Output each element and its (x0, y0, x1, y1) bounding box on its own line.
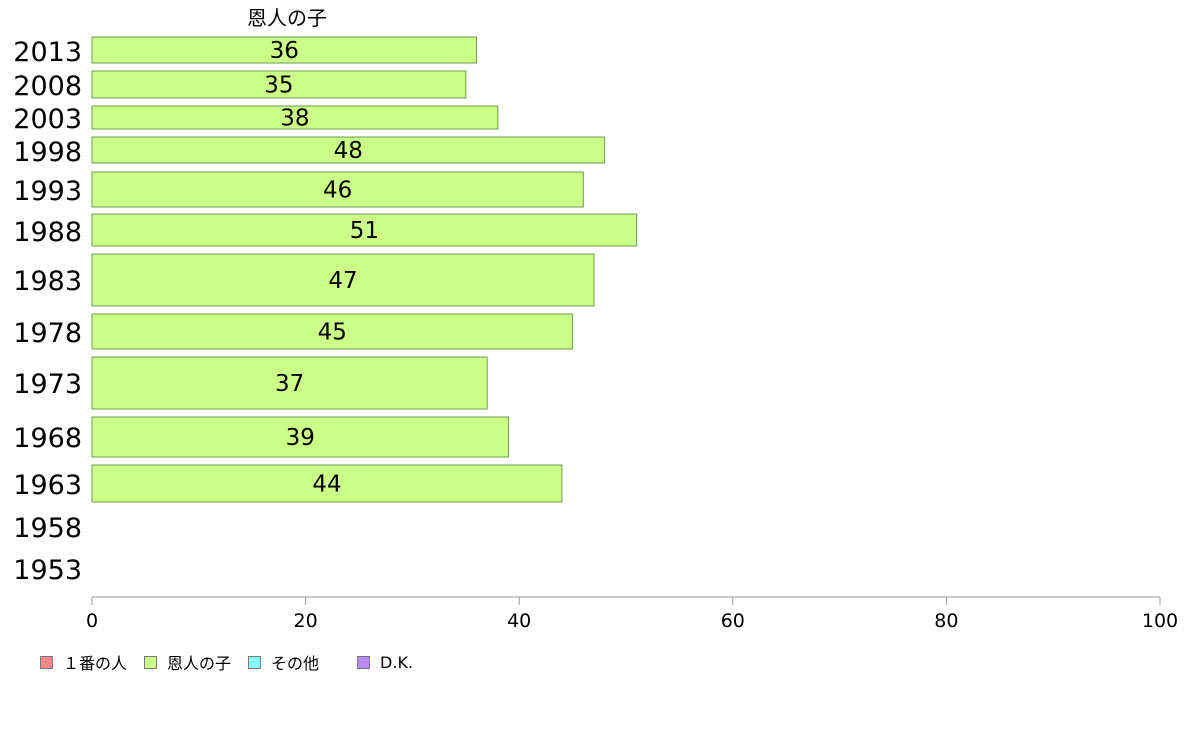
x-tick-label: 60 (721, 610, 745, 632)
legend-item: その他 (248, 650, 319, 674)
bar-2013 (91, 36, 477, 64)
bar-1978 (91, 313, 574, 350)
year-label: 2008 (13, 71, 82, 102)
x-tick-label: 80 (934, 610, 958, 632)
legend: １番の人 恩人の子 その他 D.K. (40, 650, 430, 674)
year-label: 1953 (13, 555, 82, 586)
legend-item: １番の人 (40, 650, 127, 674)
legend-swatch (248, 655, 262, 669)
legend-label: １番の人 (63, 654, 128, 673)
value-label-2013: 36 (270, 38, 299, 64)
bar-1983 (91, 253, 595, 307)
legend-item: 恩人の子 (144, 650, 231, 674)
value-label-1978: 45 (318, 320, 347, 346)
legend-item: D.K. (357, 653, 413, 672)
value-label-1968: 39 (286, 425, 315, 451)
year-label: 1973 (13, 369, 82, 400)
year-label: 1963 (13, 470, 82, 501)
legend-swatch (357, 655, 371, 669)
year-label: 1993 (13, 176, 82, 207)
bar-1998 (91, 136, 606, 164)
year-label: 1998 (13, 137, 82, 168)
value-label-1993: 46 (323, 178, 352, 204)
legend-swatch (40, 655, 53, 669)
value-label-2003: 38 (280, 106, 309, 132)
chart-title: 恩人の子 (247, 6, 327, 30)
bar-2008 (91, 70, 467, 99)
bars-group: 36 35 38 48 46 51 47 45 37 39 44 (91, 36, 638, 503)
legend-label: 恩人の子 (167, 654, 232, 673)
bar-1993 (91, 171, 584, 208)
value-label-1963: 44 (312, 472, 341, 498)
legend-label: D.K. (380, 652, 414, 672)
x-tick-label: 20 (294, 610, 318, 632)
value-label-1998: 48 (334, 138, 363, 164)
legend-swatch (144, 655, 158, 669)
value-label-1988: 51 (350, 218, 379, 244)
year-label: 1958 (13, 513, 82, 544)
x-axis: 0 20 40 60 80 100 (86, 596, 1178, 632)
year-label: 1968 (13, 423, 82, 454)
value-label-1973: 37 (275, 371, 304, 397)
bar-1968 (91, 416, 510, 458)
year-label: 1983 (13, 266, 82, 297)
bar-2003 (91, 105, 499, 130)
bar-1988 (91, 213, 638, 247)
value-label-2008: 35 (264, 73, 293, 99)
legend-label: その他 (271, 654, 320, 673)
year-label: 1988 (13, 217, 82, 248)
x-tick-label: 0 (86, 610, 98, 632)
bar-1963 (91, 464, 563, 503)
year-label: 2013 (13, 37, 82, 68)
bar-1973 (91, 356, 488, 410)
x-tick-label: 40 (507, 610, 531, 632)
value-label-1983: 47 (328, 268, 357, 294)
year-label: 2003 (13, 104, 82, 135)
x-tick-label: 100 (1142, 610, 1178, 632)
year-label: 1978 (13, 318, 82, 349)
